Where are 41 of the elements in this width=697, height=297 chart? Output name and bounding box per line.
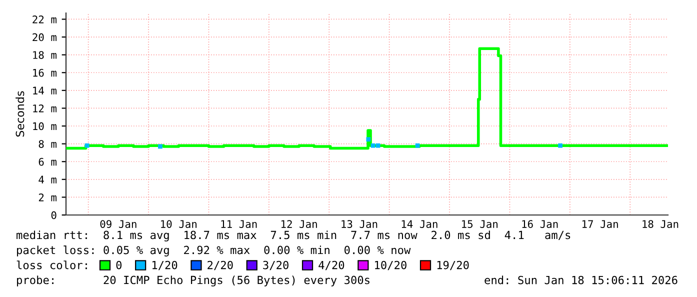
y-tick-label: 12 m: [33, 104, 56, 112]
y-tick-label: 0: [51, 211, 56, 220]
x-tick-label: 18 Jan: [642, 220, 678, 228]
point: [158, 144, 162, 149]
x-tick-label: 15 Jan: [462, 220, 498, 228]
y-tick-label: 18 m: [33, 51, 56, 59]
y-tick-label: 6 m: [38, 158, 56, 166]
y-tick-label: 16 m: [33, 68, 56, 77]
y-tick-label: 20 m: [32, 33, 56, 42]
x-tick-label: 13 Jan: [342, 220, 378, 228]
y-tick-label: 14 m: [33, 86, 56, 94]
legend-label: 3/20: [263, 260, 288, 270]
x-tick-label: 12 Jan: [281, 220, 317, 228]
point: [366, 137, 371, 142]
x-tick-label: 17 Jan: [582, 220, 618, 228]
y-tick-label: 2 m: [38, 193, 56, 202]
x-tick-label: 11 Jan: [221, 220, 257, 228]
y-tick-label: 22 m: [32, 15, 56, 24]
y-axis-title: Seconds: [16, 91, 24, 137]
text: end: Sun Jan 18 15:06:11 2026: [484, 276, 678, 284]
point: [370, 143, 376, 148]
legend-label: 10/20: [375, 260, 406, 270]
legend-label: 0: [116, 260, 122, 270]
x-tick-label: 09 Jan: [100, 220, 136, 228]
y-tick-label: 4 m: [38, 176, 56, 184]
legend-label: 2/20: [208, 260, 233, 270]
legend-label: 1/20: [152, 260, 178, 270]
x-tick-label: 10 Jan: [161, 220, 197, 228]
x-tick-label: 14 Jan: [402, 220, 438, 228]
legend-title: loss color:: [16, 260, 87, 270]
y-tick-label: 8 m: [38, 140, 56, 148]
x-tick-label: 16 Jan: [522, 220, 558, 228]
text: probe: 20 ICMP Echo Pings (56 Bytes) every 300s: [17, 276, 370, 286]
text: median rtt: 8.1 ms avg 18.7 ms max 7.5 ms min 7.7 ms now 2.0 ms sd 4.1 am/s: [16, 230, 570, 242]
legend-label: 19/20: [437, 260, 469, 270]
y-tick-label: 10 m: [33, 122, 56, 130]
point: [415, 143, 420, 148]
point: [376, 143, 380, 148]
legend-label: 4/20: [318, 260, 344, 270]
text: packet loss: 0.05 % avg 2.92 % max 0.00 % min 0.00 % now: [17, 246, 411, 256]
point: [558, 143, 563, 148]
